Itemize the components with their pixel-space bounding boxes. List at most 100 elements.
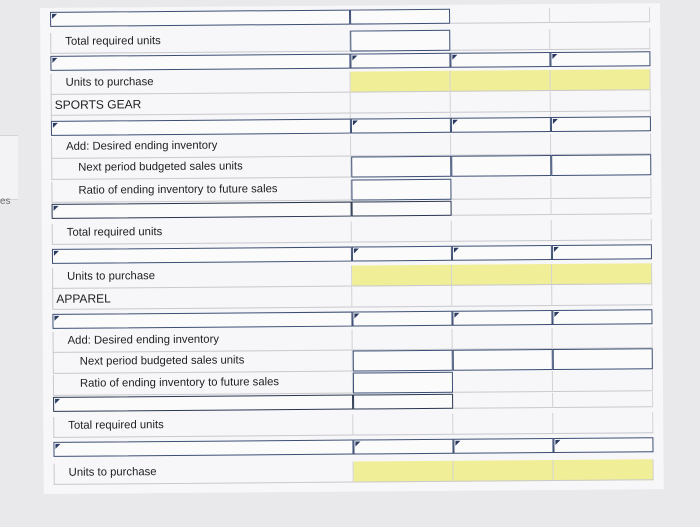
input-cell[interactable] [550, 116, 651, 132]
empty-cell [550, 7, 651, 23]
dropdown-marker-icon [453, 247, 459, 253]
input-cell[interactable] [353, 438, 454, 455]
empty-cell [453, 392, 554, 409]
empty-cell [452, 327, 553, 350]
input-cell[interactable] [351, 155, 452, 178]
left-panel-edge-text: es [0, 196, 11, 207]
empty-cell [450, 28, 551, 51]
input-cell[interactable] [551, 154, 652, 176]
empty-cell [451, 133, 552, 156]
empty-cell [551, 133, 652, 155]
result-cell[interactable] [552, 263, 653, 285]
label-cell: Units to purchase [50, 71, 351, 95]
empty-cell [350, 91, 451, 114]
dropdown-marker-icon [555, 439, 561, 445]
row-label: Next period budgeted sales units [78, 160, 243, 174]
input-cell[interactable] [552, 348, 653, 370]
row-label: Units to purchase [68, 466, 157, 479]
label-cell: Units to purchase [53, 461, 354, 485]
result-cell[interactable] [550, 69, 651, 91]
input-cell[interactable] [50, 9, 351, 27]
dropdown-marker-icon [454, 312, 460, 318]
dropdown-marker-icon [455, 440, 461, 446]
input-cell[interactable] [51, 246, 353, 264]
empty-cell [553, 392, 654, 408]
input-cell[interactable] [52, 311, 353, 329]
empty-cell [352, 285, 453, 308]
row-label: Total required units [66, 226, 163, 239]
dropdown-marker-icon [353, 248, 359, 254]
input-cell[interactable] [50, 53, 351, 71]
input-cell[interactable] [352, 371, 454, 394]
dropdown-marker-icon [52, 122, 58, 128]
dropdown-marker-icon [452, 119, 458, 125]
input-cell[interactable] [453, 437, 554, 454]
input-cell[interactable] [351, 200, 452, 217]
label-cell: Total required units [51, 221, 352, 245]
input-cell[interactable] [350, 29, 451, 52]
input-cell[interactable] [452, 309, 553, 326]
label-cell: Units to purchase [52, 265, 353, 289]
section-title: APPAREL [56, 291, 111, 306]
left-panel-edge [0, 135, 18, 200]
row-label: Total required units [68, 419, 164, 432]
input-cell[interactable] [350, 8, 451, 25]
input-cell[interactable] [553, 437, 654, 453]
input-cell[interactable] [351, 178, 452, 201]
table-row [50, 7, 651, 27]
dropdown-marker-icon [355, 441, 361, 447]
result-cell[interactable] [453, 459, 554, 482]
empty-cell [351, 134, 452, 157]
dropdown-marker-icon [53, 250, 59, 256]
input-cell[interactable] [451, 154, 552, 177]
input-cell[interactable] [51, 201, 352, 219]
input-cell[interactable] [352, 349, 453, 372]
input-cell[interactable] [550, 51, 651, 67]
result-cell[interactable] [553, 459, 654, 481]
input-cell[interactable] [352, 310, 453, 327]
input-cell[interactable] [353, 393, 454, 410]
purchases-budget-table: Total required units Units to purchase S… [40, 3, 664, 494]
row-label: Add: Desired ending inventory [67, 333, 220, 347]
result-cell[interactable] [350, 70, 451, 93]
input-cell[interactable] [452, 348, 553, 371]
table-row [50, 51, 651, 71]
empty-cell [551, 219, 652, 241]
input-cell[interactable] [350, 117, 451, 134]
empty-cell [550, 90, 651, 112]
input-cell[interactable] [53, 394, 354, 412]
empty-cell [451, 177, 552, 200]
input-cell[interactable] [50, 118, 351, 136]
label-cell: Ratio of ending inventory to future sale… [51, 179, 352, 203]
result-cell[interactable] [452, 263, 553, 286]
dropdown-marker-icon [452, 54, 458, 60]
label-cell: Add: Desired ending inventory [51, 135, 352, 159]
empty-cell [550, 28, 651, 50]
input-cell[interactable] [53, 439, 354, 457]
table-row [53, 437, 654, 457]
table-row: Next period budgeted sales units [51, 154, 652, 180]
result-cell[interactable] [352, 264, 453, 287]
section-header-row: APPAREL [52, 284, 653, 310]
input-cell[interactable] [552, 309, 653, 325]
dropdown-marker-icon [352, 55, 358, 61]
empty-cell [553, 412, 654, 434]
section-title-cell: APPAREL [52, 286, 353, 310]
input-cell[interactable] [551, 244, 652, 260]
row-label: Units to purchase [65, 76, 154, 89]
empty-cell [552, 284, 653, 306]
input-cell[interactable] [450, 51, 551, 68]
row-label: Units to purchase [67, 270, 156, 283]
input-cell[interactable] [450, 116, 551, 133]
input-cell[interactable] [451, 244, 552, 261]
input-cell[interactable] [351, 245, 452, 262]
result-cell[interactable] [450, 69, 551, 92]
dropdown-marker-icon [52, 13, 58, 19]
result-cell[interactable] [353, 460, 454, 483]
dropdown-marker-icon [55, 398, 61, 404]
dropdown-marker-icon [53, 205, 59, 211]
input-cell[interactable] [350, 52, 451, 69]
empty-cell [351, 220, 452, 243]
label-cell: Add: Desired ending inventory [52, 329, 353, 353]
empty-cell [353, 413, 454, 436]
